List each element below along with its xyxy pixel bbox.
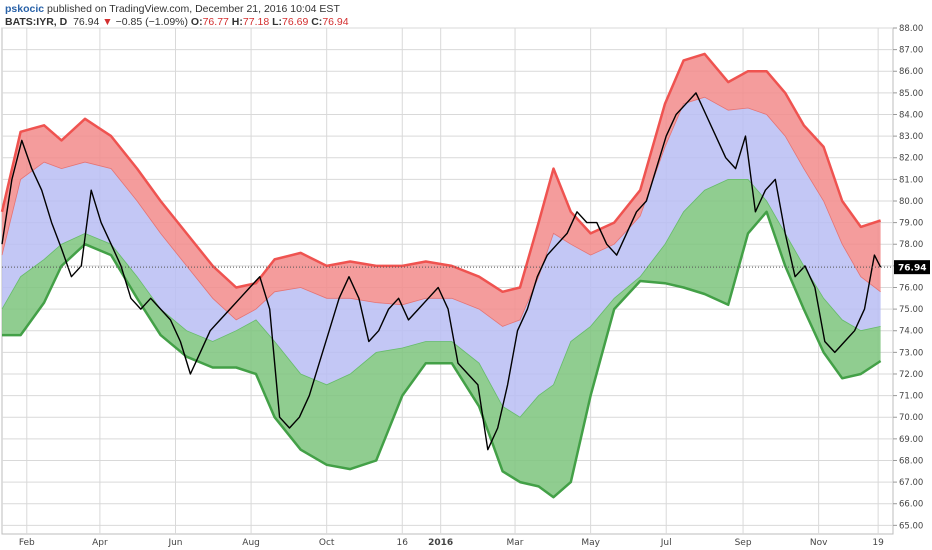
lower-band-fill (2, 179, 881, 498)
last-price: 76.94 (73, 16, 100, 28)
last-price-badge (894, 260, 930, 275)
upper-band-line (0, 52, 881, 294)
change-arrow: ▼ (102, 16, 113, 28)
lower-inner-line (1, 179, 881, 418)
x-tick-label: 19 (872, 538, 884, 548)
upper-inner-line (1, 96, 881, 327)
x-tick-label: Jul (660, 538, 672, 548)
y-tick-label: 80.00 (899, 197, 923, 207)
published-text: published on TradingView.com, December 2… (47, 3, 340, 15)
y-tick-label: 68.00 (899, 456, 923, 466)
x-tick-label: 16 (397, 538, 409, 548)
y-tick-label: 82.00 (899, 154, 923, 164)
symbol-label[interactable]: BATS:IYR, D (5, 16, 68, 28)
y-tick-label: 86.00 (899, 67, 923, 77)
y-tick-label: 71.00 (899, 392, 923, 402)
x-tick-label: Feb (19, 538, 35, 548)
y-tick-label: 74.00 (899, 327, 923, 337)
price-series (1, 92, 882, 451)
x-tick-label: Nov (810, 538, 828, 548)
y-tick-label: 87.00 (899, 46, 923, 56)
open-value: 76.77 (202, 16, 229, 28)
y-tick-label: 65.00 (899, 521, 923, 531)
y-tick-label: 70.00 (899, 413, 923, 423)
y-tick-label: 67.00 (899, 478, 923, 488)
chart-header-publisher: pskocic published on TradingView.com, De… (5, 3, 340, 15)
close-value: 76.94 (322, 16, 349, 28)
low-label: L: (272, 16, 283, 28)
y-tick-label: 88.00 (899, 24, 923, 34)
y-tick-label: 66.00 (899, 500, 923, 510)
y-tick-label: 83.00 (899, 132, 923, 142)
y-tick-label: 75.00 (899, 305, 923, 315)
y-tick-label: 69.00 (899, 435, 923, 445)
lower-band-line (2, 210, 882, 499)
x-tick-label: May (581, 538, 600, 548)
y-tick-label: 84.00 (899, 110, 923, 120)
y-tick-label: 72.00 (899, 370, 923, 380)
axes: 65.00 66.00 67.00 68.00 69.00 70.00 71.00 72.00… (2, 24, 930, 548)
y-tick-label: 78.00 (899, 240, 923, 250)
x-tick-label: Oct (319, 538, 335, 548)
high-value: 77.18 (242, 16, 270, 28)
y-tick-label: 76.00 (899, 283, 923, 293)
low-value: 76.69 (282, 16, 309, 28)
x-tick-label: Aug (242, 538, 260, 548)
high-label: H: (231, 16, 243, 28)
x-tick-label: Apr (92, 538, 108, 548)
y-tick-label: 81.00 (899, 175, 923, 185)
last-price-label: 76.94 (898, 264, 926, 274)
middle-band-fill (2, 97, 881, 418)
x-tick-label: Jun (167, 538, 182, 548)
publisher-name[interactable]: pskocic (5, 3, 45, 15)
chart-header-quote: BATS:IYR, D 76.94 ▼ −0.85 (−1.09%) O:76.… (5, 16, 349, 28)
x-tick-label: Sep (735, 538, 752, 548)
x-tick-label: Mar (507, 538, 524, 548)
price-line (1, 92, 882, 451)
close-label: C: (311, 16, 323, 28)
bands (0, 52, 882, 499)
y-tick-label: 79.00 (899, 219, 923, 229)
x-tick-label: 2016 (428, 538, 453, 548)
y-tick-label: 73.00 (899, 348, 923, 358)
open-label: O: (190, 16, 203, 28)
y-tick-label: 85.00 (899, 89, 923, 99)
price-change: −0.85 (−1.09%) (115, 16, 188, 28)
